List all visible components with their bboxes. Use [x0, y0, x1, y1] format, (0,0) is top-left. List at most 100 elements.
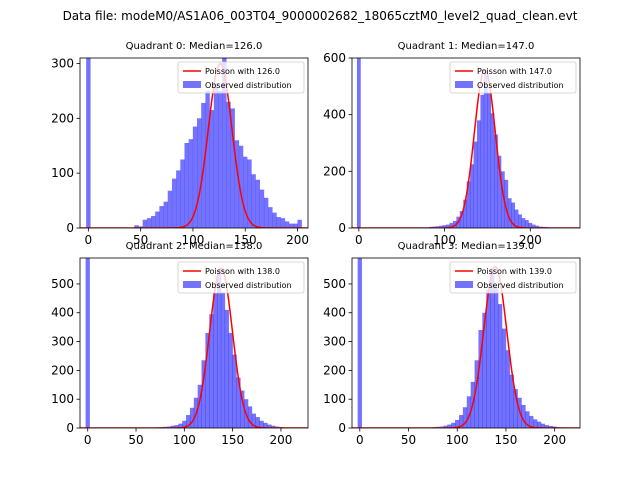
y-tick-label: 500: [51, 277, 74, 291]
histogram-bar: [271, 425, 276, 428]
histogram-bar: [501, 328, 507, 428]
axes-frame: [79, 257, 309, 429]
histogram-bar: [482, 312, 487, 428]
subplot-title: Quadrant 0: Median=126.0: [126, 41, 263, 52]
histogram-bar: [234, 140, 240, 228]
y-tick-label: 200: [51, 363, 74, 377]
histogram-bar: [272, 212, 277, 228]
y-tick-label: 200: [323, 363, 346, 377]
histogram-bar: [507, 198, 512, 228]
histogram-bar: [201, 360, 206, 428]
histogram-bar: [521, 404, 526, 428]
histogram-bar: [205, 90, 210, 228]
histogram-bar: [490, 268, 495, 428]
histogram-bar: [268, 207, 273, 228]
y-tick-label: 0: [338, 221, 346, 235]
histogram-bar: [533, 419, 538, 428]
subplot-quadrant-3: Quadrant 3: Median=139.0 0 50 100 150 200 0 100…: [323, 241, 581, 447]
histogram-bar: [236, 377, 241, 428]
histogram-bar: [247, 406, 253, 428]
histogram-bar: [521, 218, 526, 228]
histogram-bar: [478, 330, 483, 428]
x-tick-label: 200: [286, 233, 309, 247]
histogram-bar: [213, 82, 219, 228]
x-tick-label: 50: [401, 433, 416, 447]
y-tick-label: 300: [51, 335, 74, 349]
histogram-bar: [186, 415, 191, 428]
histogram-bar: [447, 424, 452, 428]
histogram-bar: [182, 420, 187, 428]
y-tick-label: 500: [323, 277, 346, 291]
histogram-bar: [276, 217, 281, 228]
histogram-bar: [470, 164, 474, 228]
legend-poisson-label: Poisson with 139.0: [477, 267, 552, 276]
y-tick-label: 0: [66, 221, 74, 235]
subplot-quadrant-2: Quadrant 2: Median=138.0 0 50 100 150 200 0 100…: [51, 241, 309, 447]
x-tick-label: 0: [84, 433, 92, 447]
histogram-bar: [238, 145, 244, 228]
histogram-bar: [255, 179, 260, 228]
histogram-bar: [474, 360, 479, 428]
histogram-bar: [167, 190, 173, 228]
histogram-bar: [536, 421, 542, 428]
plot-area: [80, 258, 308, 428]
histogram-bar: [511, 202, 516, 228]
y-tick-label: 600: [323, 51, 346, 65]
legend-observed-label: Observed distribution: [205, 81, 292, 90]
axes-frame: [351, 57, 581, 229]
histogram-bar: [247, 159, 252, 228]
x-tick-label: 200: [519, 233, 542, 247]
histogram-bar: [224, 309, 229, 428]
histogram-bar: [531, 224, 536, 228]
histogram-bar: [513, 389, 518, 428]
histogram-bar: [289, 223, 294, 228]
histogram-bar: [155, 211, 160, 228]
histogram-bar: [263, 197, 269, 228]
legend: Poisson with 139.0 Observed distribution: [449, 261, 577, 294]
histogram-bar: [514, 209, 519, 228]
histogram-bar: [232, 354, 237, 428]
subplot-title: Quadrant 1: Median=147.0: [398, 41, 535, 52]
histogram-bar: [159, 206, 164, 228]
histogram-bar: [297, 219, 302, 228]
histogram-bar-zero-spike: [86, 58, 91, 228]
histogram-bar: [192, 126, 198, 228]
histogram-bar: [251, 413, 257, 428]
legend-observed-swatch: [455, 281, 473, 288]
histogram-bar: [497, 155, 502, 228]
x-tick-label: 150: [234, 233, 257, 247]
histogram-bar: [163, 201, 168, 228]
histogram-bar: [174, 425, 179, 428]
histogram-bar: [263, 422, 268, 428]
histogram-bar: [209, 314, 214, 428]
histogram-bar: [490, 113, 495, 228]
y-tick-label: 100: [51, 392, 74, 406]
legend-observed-swatch: [183, 281, 201, 288]
legend-observed-swatch: [455, 81, 473, 88]
histogram-bar: [452, 220, 457, 228]
histogram-bar: [240, 390, 245, 428]
legend-poisson-label: Poisson with 126.0: [205, 67, 280, 76]
y-tick-label: 400: [323, 306, 346, 320]
histogram-bar: [184, 143, 189, 228]
histogram-bar: [504, 179, 509, 228]
histogram-bar: [176, 170, 181, 228]
histogram-bar: [188, 139, 194, 228]
axes-frame: [79, 57, 309, 229]
histogram-bar: [483, 70, 488, 228]
histogram-bar: [243, 156, 248, 228]
histogram-bar: [451, 422, 456, 428]
histogram-bar: [251, 174, 256, 228]
histogram-bar-zero-spike: [357, 258, 362, 428]
histogram-bar: [529, 415, 534, 428]
x-tick-label: 150: [494, 433, 517, 447]
x-tick-label: 200: [269, 433, 292, 447]
figure-suptitle: Data file: modeM0/AS1A06_003T04_90000026…: [63, 9, 578, 23]
histogram-bar: [476, 120, 481, 228]
histogram-bar: [497, 304, 503, 428]
histogram-bar: [189, 407, 195, 428]
histogram-bar: [459, 211, 464, 228]
histogram-bar: [209, 110, 214, 228]
histogram-bar: [259, 420, 264, 428]
